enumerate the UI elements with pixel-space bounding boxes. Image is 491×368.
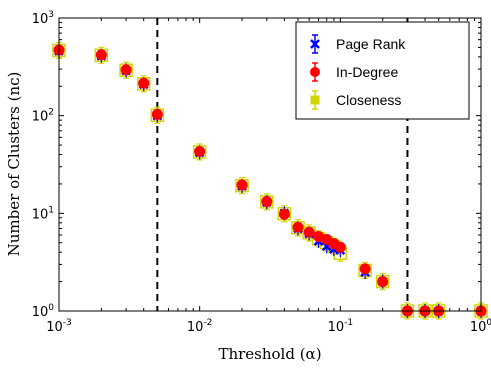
series-in-degree	[53, 44, 487, 317]
x-tick-label: 100	[470, 318, 491, 335]
data-point-circle	[334, 241, 346, 253]
legend-label: Closeness	[336, 92, 401, 108]
data-point-circle	[120, 64, 132, 76]
y-tick-label: 100	[32, 303, 55, 320]
data-point-circle	[194, 145, 206, 157]
data-point-circle	[95, 49, 107, 61]
data-point-circle	[359, 263, 371, 275]
legend: Page Rank In-Degree Closeness	[295, 21, 470, 120]
x-tick-label: 10-1	[328, 318, 354, 335]
legend-marker-x	[310, 34, 320, 54]
y-tick-label: 101	[32, 205, 54, 222]
data-point-circle	[292, 221, 304, 233]
x-tick-label: 10-2	[187, 318, 213, 335]
y-tick-label: 103	[32, 10, 54, 27]
data-point-circle	[151, 108, 163, 120]
x-axis-title: Threshold (α)	[218, 345, 321, 363]
data-point-circle	[261, 196, 273, 208]
plot-frame	[58, 17, 482, 312]
legend-marker-square	[310, 90, 320, 110]
data-point-circle	[138, 77, 150, 89]
legend-marker-circle	[310, 62, 320, 82]
marker-circle	[310, 67, 320, 77]
data-point-circle	[303, 226, 315, 238]
y-axis-title: Number of Clusters (nᴄ)	[5, 72, 23, 257]
data-point-circle	[278, 208, 290, 220]
y-tick-label: 102	[32, 108, 54, 125]
legend-box	[295, 21, 470, 120]
legend-label: Page Rank	[336, 36, 406, 52]
marker-square	[310, 95, 320, 105]
data-point-circle	[236, 179, 248, 191]
legend-label: In-Degree	[336, 64, 398, 80]
data-point-circle	[377, 276, 389, 288]
x-tick-label: 10-3	[46, 318, 72, 335]
